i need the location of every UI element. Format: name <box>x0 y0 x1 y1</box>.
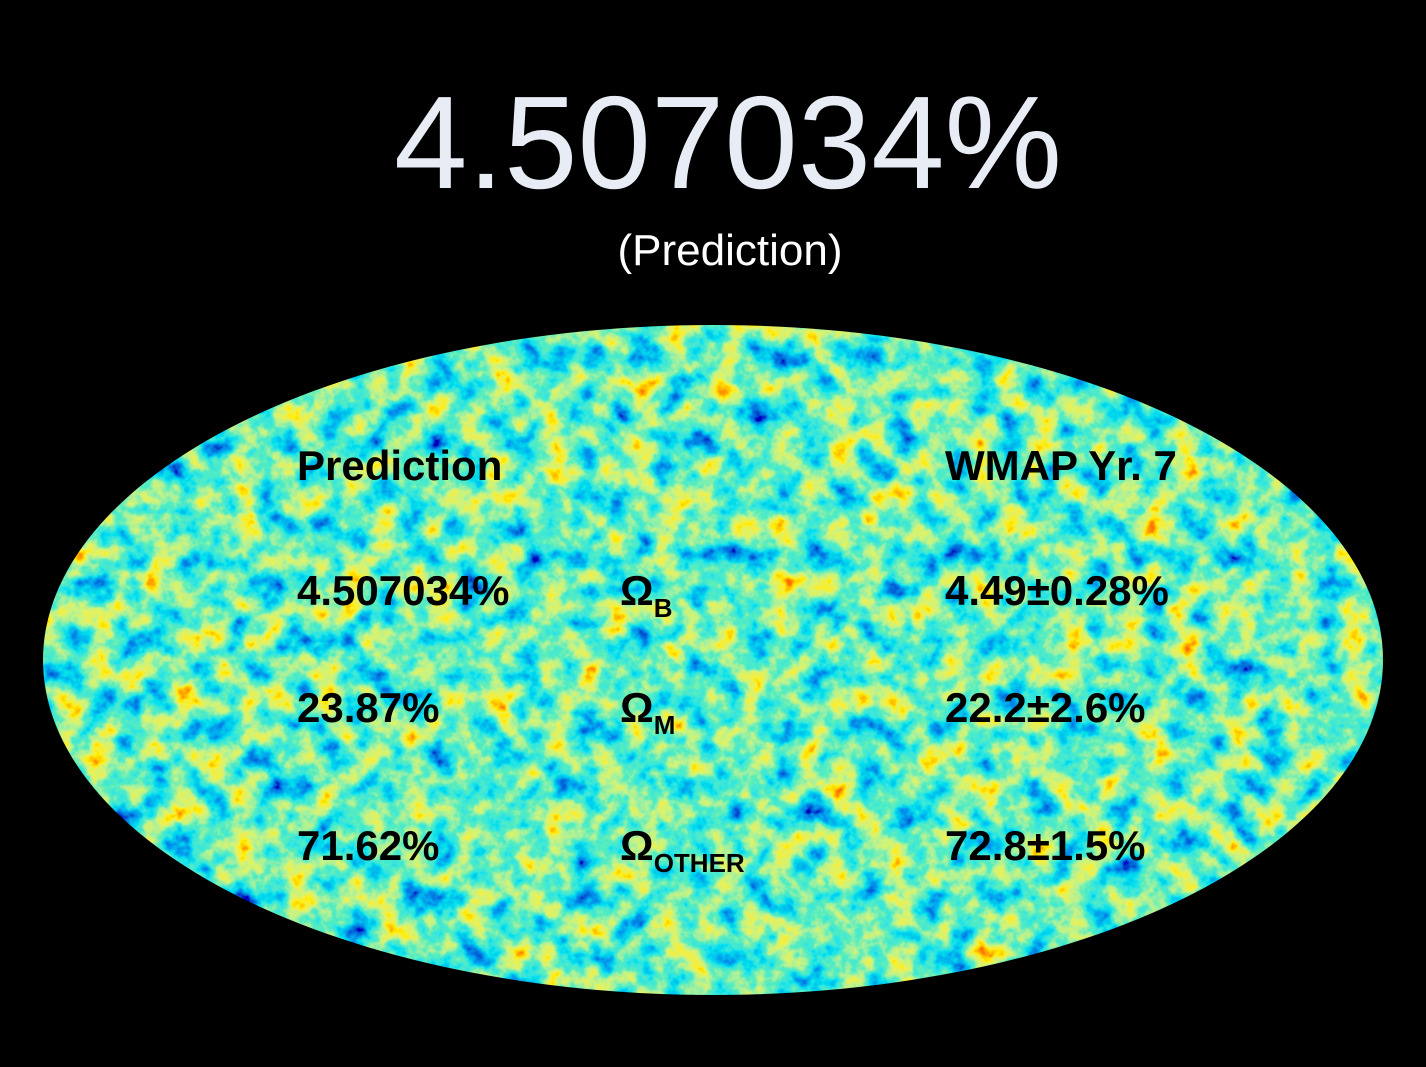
wmap-value: 72.8±1.5% <box>945 822 1146 869</box>
column-header: WMAP Yr. 7 <box>945 442 1177 489</box>
prediction-value: 4.507034% <box>297 567 510 614</box>
prediction-value: 71.62% <box>297 822 439 869</box>
parameter-symbol: Ω <box>620 567 654 614</box>
parameter-symbol: Ω <box>620 684 654 731</box>
column-header: Prediction <box>297 442 502 489</box>
parameter: ΩM <box>620 684 675 740</box>
prediction-value: 23.87% <box>297 684 439 731</box>
parameter: ΩOTHER <box>620 822 745 878</box>
table-rows: 4.507034% ΩB 4.49±0.28%23.87% ΩM 22.2±2.6%71… <box>297 567 1169 878</box>
title: 4.507034% <box>394 69 1062 216</box>
parameter: ΩB <box>620 567 672 623</box>
parameter-symbol: Ω <box>620 822 654 869</box>
wmap-value: 22.2±2.6% <box>945 684 1146 731</box>
cmb-map <box>43 325 1383 995</box>
parameter-subscript: B <box>654 593 673 623</box>
parameter-subscript: M <box>654 710 676 740</box>
subtitle: (Prediction) <box>618 226 843 275</box>
wmap-value: 4.49±0.28% <box>945 567 1169 614</box>
parameter-subscript: OTHER <box>654 848 745 878</box>
